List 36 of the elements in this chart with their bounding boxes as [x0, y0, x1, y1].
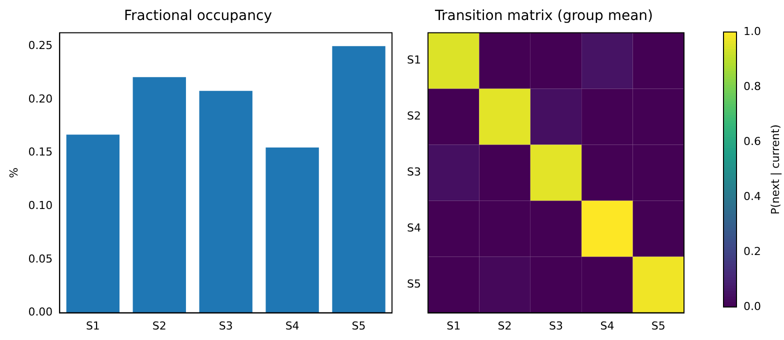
bar: [199, 90, 252, 313]
x-tick-label: S4: [285, 319, 300, 332]
color-bar-label: 1.0: [744, 24, 762, 38]
color-bar-label: 0.8: [744, 80, 762, 93]
color-bar-label: 0.2: [744, 244, 762, 258]
y-tick-label: S1: [406, 54, 421, 67]
color-bar-title: P(next | current): [768, 124, 782, 214]
y-tick-label: 0.20: [28, 92, 53, 106]
y-tick-label: S3: [406, 166, 421, 179]
bar: [66, 134, 120, 313]
y-tick-label: 0.05: [28, 252, 53, 266]
x-tick-label: S2: [152, 319, 166, 332]
y-tick-label: 0.15: [28, 146, 53, 159]
y-tick-label: S5: [406, 278, 421, 291]
color-bar-label: 0.4: [744, 190, 762, 203]
bar: [132, 77, 186, 313]
x-tick-label: S5: [352, 319, 366, 332]
bar: [332, 46, 386, 313]
x-tick-label: S3: [218, 319, 233, 332]
y-tick-label: S4: [406, 222, 421, 235]
x-tick-label: S1: [446, 319, 461, 332]
x-tick-label: S1: [86, 319, 100, 332]
x-tick-label: S4: [600, 319, 614, 332]
chart-title: Transition matrix (group mean): [434, 8, 653, 24]
x-tick-label: S3: [549, 319, 563, 332]
y-tick-label: 0.10: [28, 198, 53, 212]
y-tick-label: S2: [406, 110, 421, 123]
y-tick-label: 0.00: [28, 306, 53, 319]
y-tick-label: 0.25: [28, 38, 53, 52]
y-axis-title: %: [7, 168, 20, 178]
chart-title: Fractional occupancy: [124, 8, 272, 24]
x-tick-label: S2: [498, 319, 512, 332]
bar: [266, 147, 319, 313]
color-bar-label: 0.6: [744, 134, 762, 148]
color-bar-label: 0.0: [744, 300, 762, 313]
x-tick-label: S5: [651, 319, 666, 332]
